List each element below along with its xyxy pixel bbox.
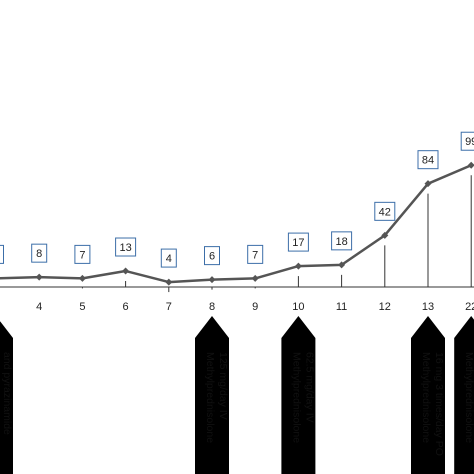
drop-lines (38, 175, 472, 293)
data-point (467, 161, 474, 169)
data-label: 8 (31, 243, 48, 263)
data-label: 7 (0, 244, 4, 264)
data-point (165, 278, 173, 286)
data-label: 4 (160, 248, 177, 268)
data-point (294, 262, 302, 270)
annotation-text: Methylprednisolone (290, 352, 302, 443)
x-tick-label: 4 (36, 301, 42, 313)
x-tick-label: 7 (166, 301, 172, 313)
x-tick-label: 13 (422, 301, 434, 313)
data-label: 17 (287, 232, 309, 252)
svg-text:13: 13 (119, 242, 131, 254)
data-label: 13 (115, 237, 137, 257)
data-point (208, 276, 216, 284)
data-point (381, 231, 389, 239)
treatment-arrow: Methylprednisolone 62.5 mg/day IV (281, 316, 316, 474)
svg-text:6: 6 (209, 251, 215, 263)
x-tick-label: 5 (79, 301, 85, 313)
annotation-text: Methylprednisolone (463, 352, 474, 443)
annotation-text: Methylprednisolone (420, 352, 432, 443)
annotation-text: 125 mg/day IV (217, 352, 229, 420)
x-tick-label: 11 (336, 301, 347, 313)
annotation-arrows: Rifampicin, isoniazidand pyrazinamide Met… (0, 316, 474, 474)
x-tick-label: 10 (292, 301, 304, 313)
x-tick-label: 9 (252, 301, 258, 313)
data-label: 99 (460, 131, 474, 151)
data-point (35, 273, 43, 281)
data-label: 7 (247, 244, 264, 264)
treatment-arrow: Methylprednisolone 125 mg/day IV (195, 316, 229, 474)
data-point (338, 261, 346, 269)
x-tick-label: 6 (123, 301, 129, 313)
x-tick-labels: 4 5 6 7 8 9 10 11 12 13 22 (36, 301, 474, 313)
series (0, 161, 474, 286)
annotation-text: 62.5 mg/day IV (303, 352, 315, 423)
svg-text:42: 42 (379, 206, 391, 218)
data-label: 7 (74, 244, 91, 264)
svg-text:18: 18 (335, 236, 347, 248)
svg-text:8: 8 (36, 248, 42, 260)
data-label: 6 (204, 246, 220, 266)
data-label: 18 (331, 231, 353, 251)
annotation-text: 16 mg 3 times/day PO (433, 352, 445, 456)
data-labels: 7 8 7 13 4 6 7 17 18 42 84 99 (0, 131, 474, 268)
series-line (0, 164, 472, 284)
data-label: 42 (374, 201, 396, 221)
svg-text:7: 7 (252, 249, 258, 261)
treatment-arrow: Methylprednisolone 16 mg 3 times/day PO (411, 316, 445, 474)
x-tick-label: 12 (379, 301, 391, 313)
treatment-arrow: Rifampicin, isoniazidand pyrazinamide (0, 321, 13, 474)
annotation-text: and pyrazinamide (1, 352, 13, 435)
data-label: 84 (417, 150, 439, 170)
svg-text:99: 99 (465, 136, 474, 148)
x-tick-label: 8 (209, 301, 215, 313)
x-tick-label: 22 (465, 301, 474, 313)
data-point (78, 274, 86, 282)
data-point (251, 274, 259, 282)
annotation-text: Methylprednisolone (204, 352, 216, 443)
svg-text:7: 7 (79, 249, 85, 261)
svg-text:17: 17 (292, 237, 304, 249)
svg-text:84: 84 (422, 155, 434, 167)
data-point (424, 180, 432, 188)
svg-text:4: 4 (166, 253, 172, 265)
data-point (122, 267, 130, 275)
